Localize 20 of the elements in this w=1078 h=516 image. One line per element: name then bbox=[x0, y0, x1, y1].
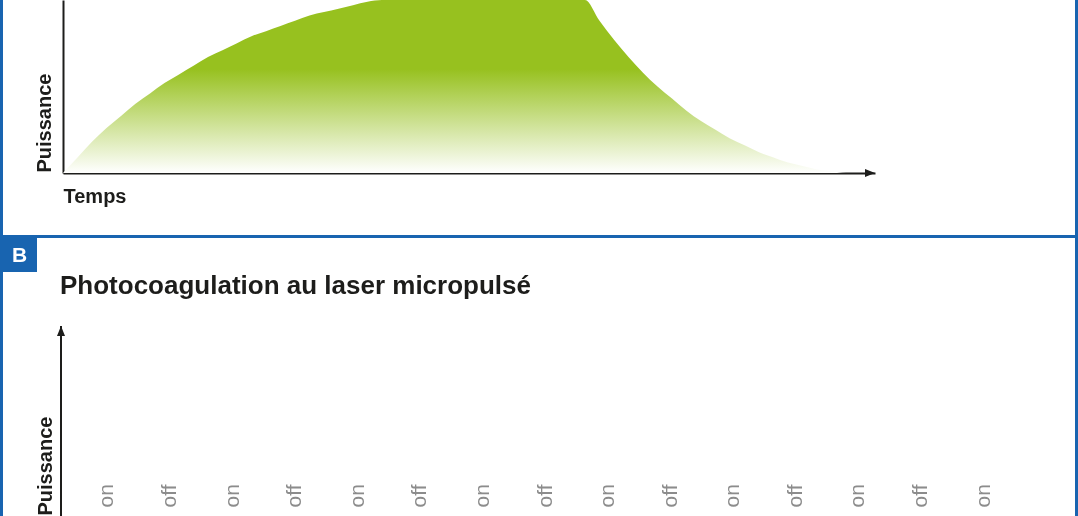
category-label: off bbox=[782, 484, 806, 508]
panel-label: B bbox=[2, 238, 37, 272]
category-label: off bbox=[657, 484, 681, 508]
category-label: on bbox=[720, 484, 744, 508]
category-label: off bbox=[907, 484, 931, 508]
x-axis-title: Temps bbox=[63, 184, 127, 207]
text: Puissance bbox=[33, 416, 56, 516]
category-label: on bbox=[469, 484, 493, 508]
category-label: on bbox=[219, 484, 243, 508]
category-label: off bbox=[282, 484, 306, 508]
category-label: on bbox=[970, 484, 994, 508]
category-label: off bbox=[157, 484, 181, 508]
y-axis-title: Puissance bbox=[32, 73, 55, 173]
category-label: off bbox=[532, 484, 556, 508]
category-label: off bbox=[407, 484, 431, 508]
category-label: on bbox=[845, 484, 869, 508]
category-label: on bbox=[94, 484, 118, 508]
text: Photocoagulation au laser micropulsé bbox=[60, 270, 531, 300]
category-label: on bbox=[595, 484, 619, 508]
category-label: on bbox=[344, 484, 368, 508]
